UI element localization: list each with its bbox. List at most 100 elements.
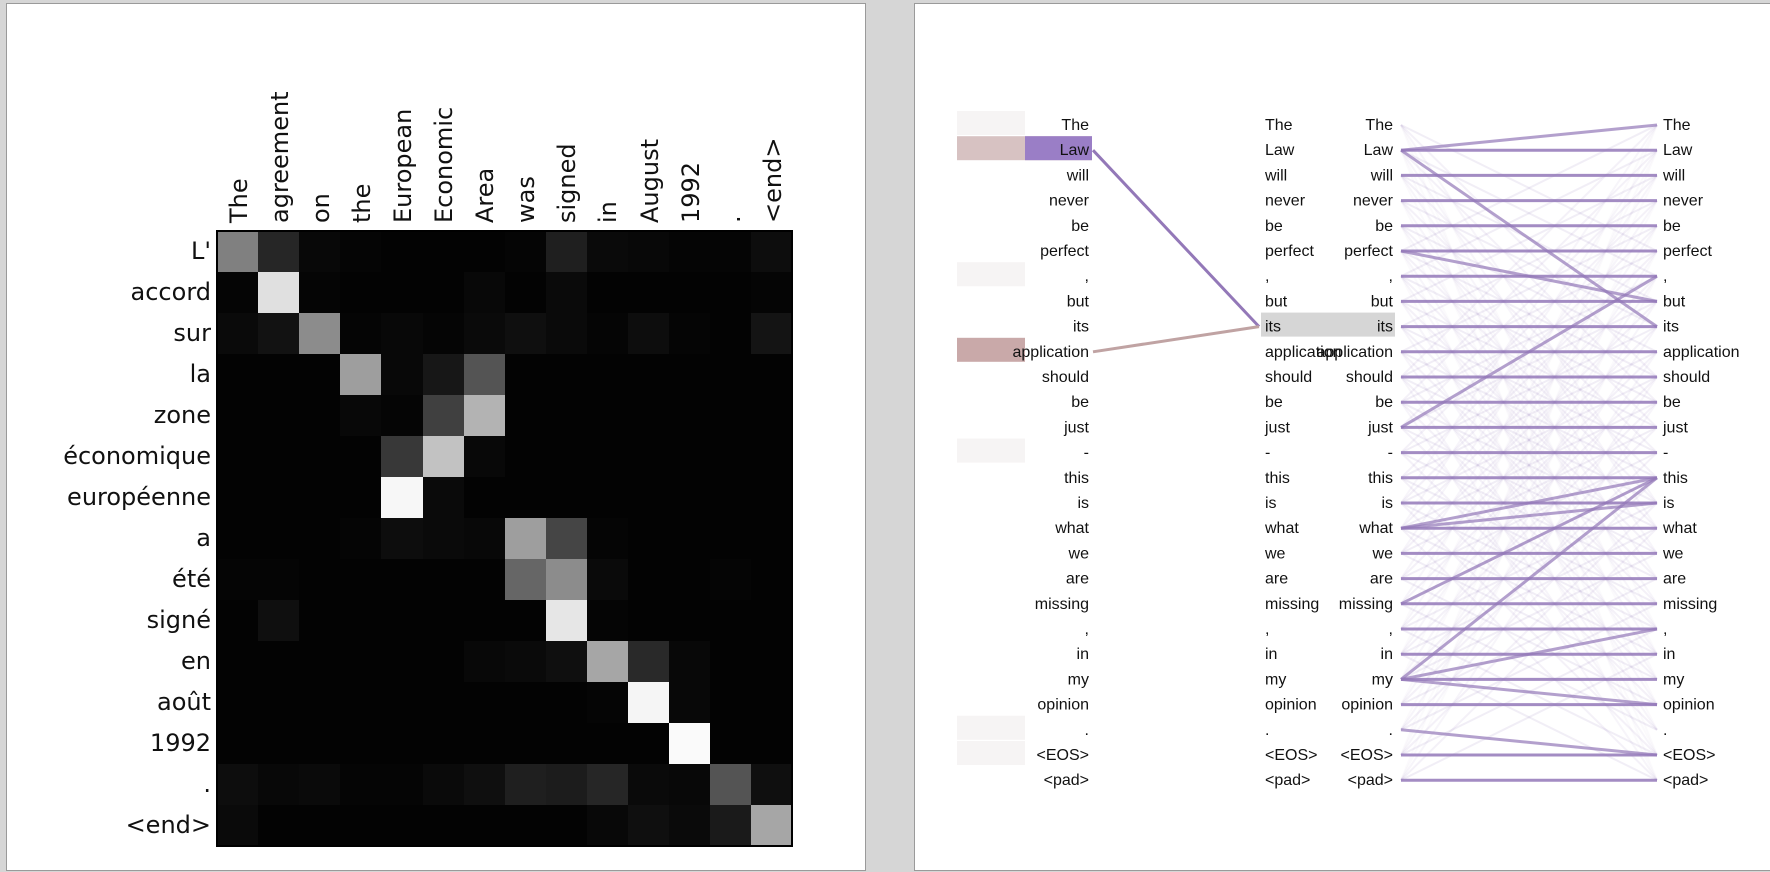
layer-1-token: but [1067,293,1090,310]
layer-4-token: , [1663,268,1667,285]
layer-3-token: its [1377,319,1393,336]
heatmap-cell [422,641,465,683]
heatmap-cell [381,395,424,437]
layer-3-token: be [1375,394,1393,411]
heatmap-cell [258,682,300,724]
layer-1-token: be [1071,394,1089,411]
heatmap-cell [710,764,752,806]
heatmap-cell [299,436,341,478]
heatmap-cell [340,477,382,519]
heatmap-cell [669,641,711,683]
faint-attention-link [1400,401,1658,781]
heatmap-cell [258,436,300,478]
strong-attention-link [1400,627,1658,681]
faint-attention-link [1400,376,1658,756]
attention-bar [957,715,1025,740]
heatmap-cell [463,395,506,437]
heatmap-cell [422,354,465,396]
faint-attention-link [1400,149,1658,529]
heatmap-cell [381,436,424,478]
heatmap-cell [545,641,588,683]
heatmap-cell [422,559,465,601]
faint-attention-link [1400,149,1658,781]
heatmap-cell [586,477,629,519]
strong-attention-link [1400,476,1658,530]
heatmap-cell [299,682,341,724]
layer-1-token: be [1071,218,1089,235]
heatmap-cell [545,805,588,847]
layer-1-token: - [1084,445,1089,462]
heatmap-cell [340,600,382,642]
layer-3-token: just [1367,419,1393,436]
attention-bar [957,337,1025,362]
layer-3-token: will [1370,167,1393,184]
heatmap-cell [340,518,382,560]
heatmap-cell [545,518,588,560]
target-token-label: . [203,769,211,798]
heatmap-cell [258,723,300,765]
layer-4-token: opinion [1663,697,1715,714]
heatmap-cell [628,477,670,519]
layer-4-token: are [1663,571,1686,588]
faint-attention-link [1400,250,1658,378]
source-token-label: 1992 [676,161,705,223]
heatmap-cell [258,641,300,683]
layer-4-token: its [1663,319,1679,336]
layer-4-token: should [1663,369,1710,386]
selected-attention-link [1091,149,1261,328]
heatmap-cell [710,477,752,519]
heatmap-cell [710,313,752,355]
layer-1-token: application [1013,344,1090,361]
layer-1-token: my [1068,671,1089,688]
heatmap-cell [258,313,300,355]
faint-attention-link [1400,653,1658,782]
heatmap-cell [545,559,588,601]
faint-attention-link [1400,300,1658,429]
layer-2-token: is [1265,495,1277,512]
heatmap-cell [751,518,793,560]
heatmap-cell [504,436,547,478]
layer-1-token: just [1063,419,1089,436]
attention-matrix-panel: The agreement on the European Economic Area was… [6,3,866,871]
heatmap-cell [381,559,424,601]
heatmap-cell [710,600,752,642]
heatmap-cell [381,764,424,806]
layer-4-token: just [1662,419,1688,436]
faint-attention-link [1400,275,1658,655]
layer-3-token: this [1368,470,1393,487]
heatmap-cell [586,805,629,847]
heatmap-cell [504,600,547,642]
faint-attention-link [1400,149,1658,278]
heatmap-cell [381,477,424,519]
target-token-label: été [172,564,211,593]
heatmap-cell [669,682,711,724]
heatmap-cell [504,231,547,273]
faint-attention-link [1400,552,1658,681]
heatmap-cell [586,764,629,806]
attention-flow-panel: The Law will never be perfect, but its applicati… [914,3,1770,871]
layer-3-token: perfect [1344,243,1393,260]
heatmap-cell [422,600,465,642]
heatmap-cell [299,600,341,642]
heatmap-cell [751,641,793,683]
layer-2-token: application [1265,344,1342,361]
layer-3-token: never [1353,193,1394,210]
target-token-label: <end> [125,810,211,839]
layer-2-token: we [1264,545,1286,562]
faint-attention-link [1400,527,1658,656]
layer-4-token: . [1663,722,1667,739]
heatmap-cell [299,395,341,437]
heatmap-cell [463,641,506,683]
source-token-label: was [512,176,541,223]
heatmap-cell [669,723,711,765]
layer-2-token: are [1265,571,1288,588]
heatmap-cell [463,354,506,396]
heatmap-cell [299,477,341,519]
faint-attention-link [1400,275,1658,655]
layer-4-token: The [1663,117,1691,134]
faint-attention-link [1400,300,1658,680]
heatmap-cell [340,354,382,396]
heatmap-cell [340,231,382,273]
heatmap-cell [217,641,259,683]
layer-1-token: this [1064,470,1089,487]
